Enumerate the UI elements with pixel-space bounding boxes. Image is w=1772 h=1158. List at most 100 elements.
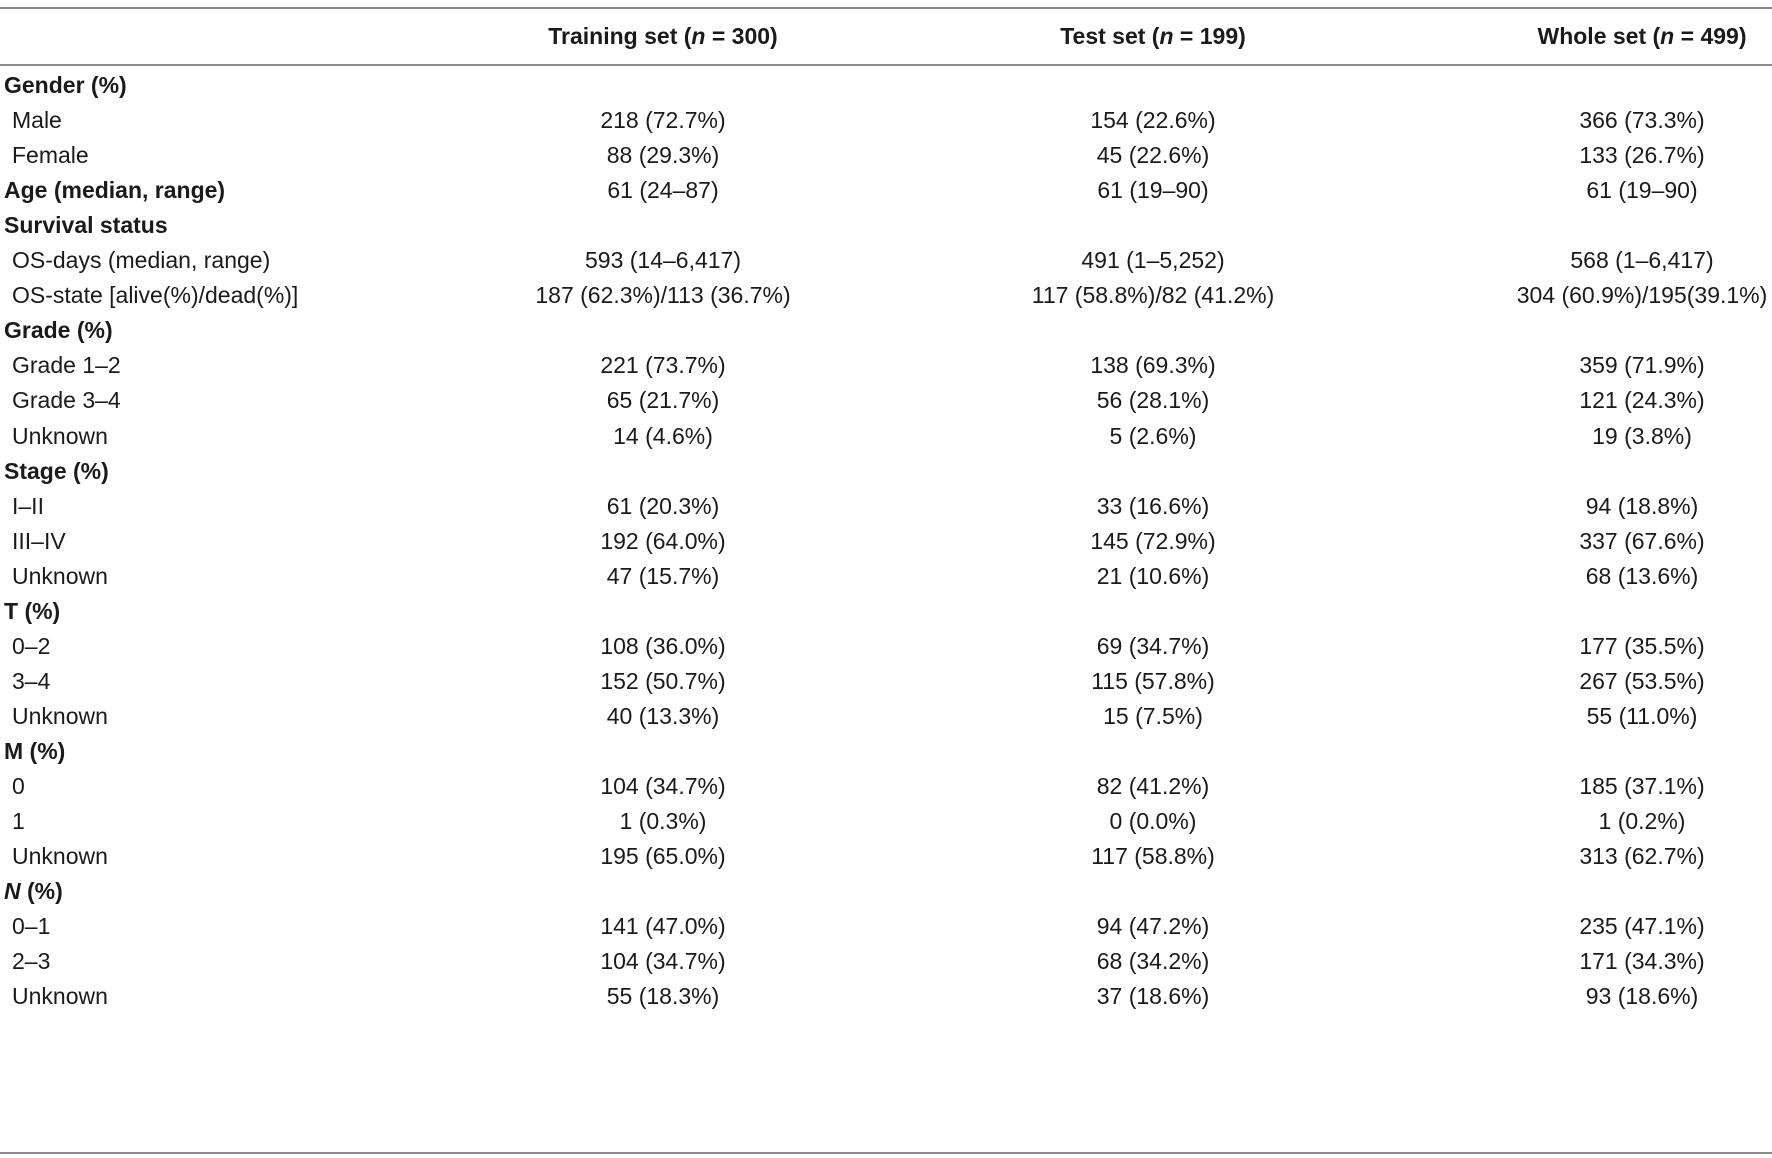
whole-set-value: 366 (73.3%) <box>1579 107 1705 134</box>
whole-set-value: 313 (62.7%) <box>1579 843 1705 870</box>
test-set-value: 45 (22.6%) <box>1096 142 1210 169</box>
table-row: OS-days (median, range) 593 (14–6,417) 491… <box>0 241 1772 281</box>
table-row: Gender (%) <box>0 66 1772 106</box>
table-row: M (%) <box>0 732 1772 772</box>
table-row: 0 104 (34.7%) 82 (41.2%) 185 (37.1%) <box>0 767 1772 807</box>
header-whole-set: Whole set (n = 499) <box>1452 18 1772 54</box>
test-set-value <box>952 66 1354 106</box>
test-set-value <box>952 311 1354 351</box>
training-set-value: 593 (14–6,417) <box>584 247 741 274</box>
table-row: Stage (%) <box>0 452 1772 492</box>
row-label: OS-days (median, range) <box>12 247 271 274</box>
whole-set-value: 235 (47.1%) <box>1579 913 1705 940</box>
whole-set-value <box>1452 872 1772 912</box>
whole-set-value: 359 (71.9%) <box>1579 352 1705 379</box>
header-whole-post: = 499) <box>1674 23 1747 49</box>
row-label: 1 <box>12 808 25 835</box>
table-row: 1 1 (0.3%) 0 (0.0%) 1 (0.2%) <box>0 802 1772 842</box>
whole-set-value: 1 (0.2%) <box>1598 808 1686 835</box>
row-group-label: M (%) <box>4 737 66 764</box>
training-set-value: 141 (47.0%) <box>600 913 726 940</box>
training-set-value <box>462 206 864 246</box>
table-row: Female 88 (29.3%) 45 (22.6%) 133 (26.7%) <box>0 136 1772 176</box>
table-row: Unknown 195 (65.0%) 117 (58.8%) 313 (62.7%) <box>0 837 1772 877</box>
row-group-label: Gender (%) <box>4 72 127 98</box>
table-row: Male 218 (72.7%) 154 (22.6%) 366 (73.3%) <box>0 101 1772 141</box>
row-label: Male <box>12 107 62 134</box>
row-label: 0–2 <box>12 632 51 659</box>
bottom-rule <box>0 1152 1772 1154</box>
whole-set-value <box>1452 311 1772 351</box>
test-set-value: 5 (2.6%) <box>1109 422 1197 449</box>
whole-set-value: 267 (53.5%) <box>1579 667 1705 694</box>
whole-set-value: 337 (67.6%) <box>1579 527 1705 554</box>
test-set-value: 138 (69.3%) <box>1090 352 1216 379</box>
row-group-label: Grade (%) <box>4 317 113 344</box>
top-rule <box>0 7 1772 9</box>
training-set-value: 40 (13.3%) <box>606 702 720 729</box>
table-row: I–II 61 (20.3%) 33 (16.6%) 94 (18.8%) <box>0 487 1772 527</box>
row-label: I–II <box>12 492 44 519</box>
training-set-value: 192 (64.0%) <box>600 527 726 554</box>
header-test-post: = 199) <box>1173 23 1246 49</box>
training-set-value <box>462 872 864 912</box>
test-set-value: 115 (57.8%) <box>1091 667 1215 694</box>
test-set-value: 15 (7.5%) <box>1103 702 1203 729</box>
row-label: OS-state [alive(%)/dead(%)] <box>12 282 299 309</box>
table-row: 2–3 104 (34.7%) 68 (34.2%) 171 (34.3%) <box>0 942 1772 982</box>
training-set-value: 61 (24–87) <box>607 177 719 204</box>
training-set-value: 218 (72.7%) <box>600 107 726 134</box>
whole-set-value <box>1452 452 1772 492</box>
table-row: Grade (%) <box>0 311 1772 351</box>
test-set-value: 68 (34.2%) <box>1096 948 1210 975</box>
table-row: OS-state [alive(%)/dead(%)] 187 (62.3%)/1… <box>0 276 1772 316</box>
header-test-n: n <box>1159 23 1174 49</box>
test-set-value <box>952 452 1354 492</box>
test-set-value <box>952 872 1354 912</box>
training-set-value: 55 (18.3%) <box>606 983 720 1010</box>
whole-set-value: 568 (1–6,417) <box>1570 247 1714 274</box>
whole-set-value <box>1452 732 1772 772</box>
table-row: 0–1 141 (47.0%) 94 (47.2%) 235 (47.1%) <box>0 907 1772 947</box>
test-set-value: 56 (28.1%) <box>1096 387 1210 414</box>
training-set-value: 65 (21.7%) <box>606 387 720 414</box>
row-label: 0 <box>12 773 25 799</box>
whole-set-value: 68 (13.6%) <box>1585 562 1699 589</box>
test-set-value: 82 (41.2%) <box>1096 773 1210 799</box>
table-row: Unknown 47 (15.7%) 21 (10.6%) 68 (13.6%) <box>0 557 1772 597</box>
row-group-label: Stage (%) <box>4 457 109 484</box>
table-row: Grade 3–4 65 (21.7%) 56 (28.1%) 121 (24.3%) <box>0 381 1772 421</box>
row-group-label: T (%) <box>4 597 61 624</box>
row-group-label: N (%) <box>4 878 63 905</box>
header-test-set: Test set (n = 199) <box>952 18 1354 54</box>
test-set-value: 94 (47.2%) <box>1096 913 1210 940</box>
whole-set-value <box>1452 66 1772 106</box>
whole-set-value <box>1452 206 1772 246</box>
test-set-value <box>952 206 1354 246</box>
header-whole-n: n <box>1660 23 1675 49</box>
training-set-value: 1 (0.3%) <box>619 808 707 835</box>
header-training-pre: Training set ( <box>548 23 692 49</box>
training-set-value: 104 (34.7%) <box>600 773 726 799</box>
table-row: Survival status <box>0 206 1772 246</box>
whole-set-value: 61 (19–90) <box>1586 177 1698 204</box>
training-set-value <box>462 452 864 492</box>
training-set-value: 47 (15.7%) <box>606 562 720 589</box>
row-label: Female <box>12 142 89 169</box>
table-row: Unknown 40 (13.3%) 15 (7.5%) 55 (11.0%) <box>0 697 1772 737</box>
row-label: Unknown <box>12 983 108 1010</box>
header-test-pre: Test set ( <box>1060 23 1160 49</box>
training-set-value: 61 (20.3%) <box>606 492 720 519</box>
table-row: Grade 1–2 221 (73.7%) 138 (69.3%) 359 (71.9… <box>0 346 1772 386</box>
training-set-value <box>462 732 864 772</box>
test-set-value: 145 (72.9%) <box>1090 527 1216 554</box>
row-group-label: Survival status <box>4 212 168 239</box>
header-training-post: = 300) <box>705 23 778 49</box>
test-set-value: 61 (19–90) <box>1097 177 1209 204</box>
training-set-value: 195 (65.0%) <box>600 843 726 870</box>
test-set-value: 37 (18.6%) <box>1096 983 1210 1010</box>
row-label: 3–4 <box>12 667 51 694</box>
test-set-value: 117 (58.8%) <box>1091 843 1215 870</box>
row-label: Unknown <box>12 702 108 729</box>
row-label: Unknown <box>12 422 108 449</box>
